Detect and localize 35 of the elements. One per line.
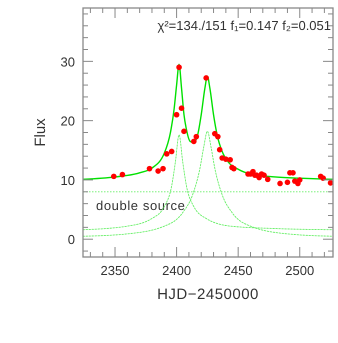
point	[261, 172, 267, 178]
point	[181, 128, 187, 134]
y-tick-label: 10	[60, 172, 75, 188]
ref-line-label: double source	[96, 198, 186, 213]
y-tick-label: 20	[60, 114, 75, 129]
point	[191, 138, 197, 144]
point	[146, 166, 152, 172]
point	[216, 146, 222, 152]
point	[194, 134, 200, 140]
point	[178, 105, 184, 111]
point	[296, 177, 303, 183]
point	[160, 166, 166, 172]
point	[328, 180, 333, 186]
y-tick-label: 0	[68, 232, 75, 248]
point	[203, 75, 209, 81]
point	[277, 180, 283, 186]
point	[110, 174, 117, 180]
x-tick-label: 2350	[100, 263, 130, 278]
point	[174, 112, 180, 118]
x-tick-label: 2450	[224, 263, 253, 278]
annotation: χ²=134./151 f₁=0.147 f₂=0.051	[158, 18, 331, 33]
point	[176, 64, 182, 70]
point	[155, 168, 161, 174]
x-tick-label: 2400	[162, 263, 192, 278]
y-axis-title: Flux	[32, 118, 49, 147]
point	[168, 148, 174, 154]
x-tick-label: 2500	[285, 263, 314, 278]
point	[227, 156, 233, 163]
point	[215, 134, 221, 140]
x-axis-title: HJD−2450000	[157, 286, 259, 303]
point	[284, 180, 290, 186]
point	[120, 172, 126, 178]
point	[164, 151, 170, 157]
y-tick-label: 30	[60, 54, 75, 70]
point	[264, 176, 271, 182]
